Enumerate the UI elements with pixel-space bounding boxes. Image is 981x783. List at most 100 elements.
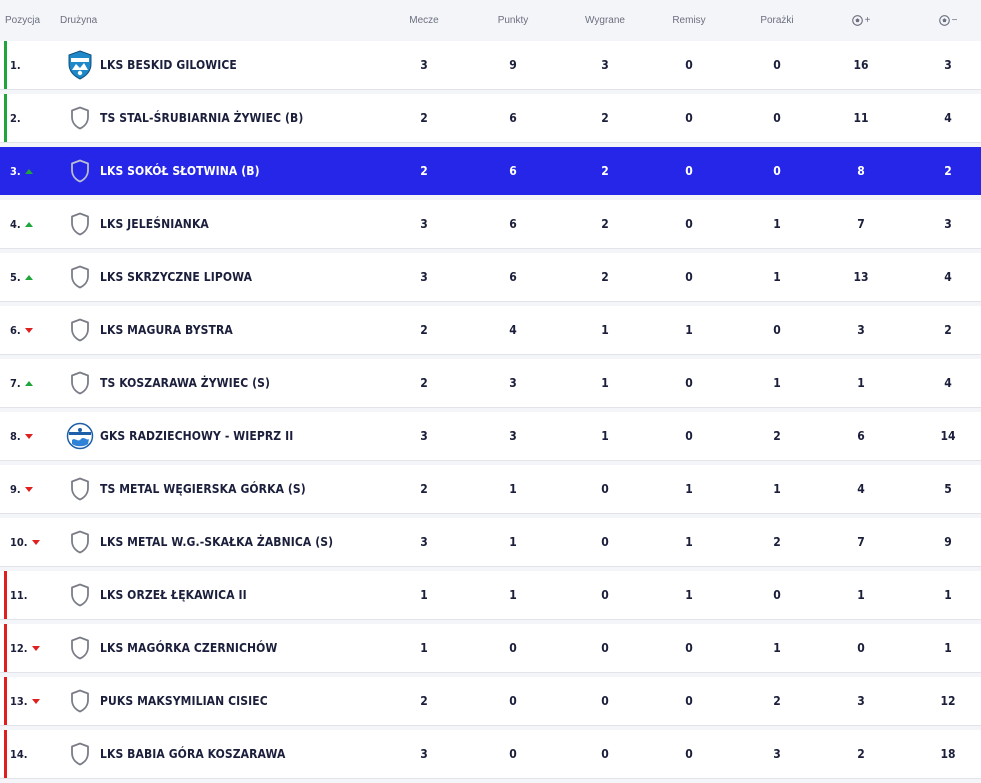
header-position[interactable]: Pozycja xyxy=(5,14,41,26)
team-cell[interactable]: LKS METAL W.G.-SKAŁKA ŻABNICA (S) xyxy=(60,527,380,557)
team-crest xyxy=(66,209,94,239)
shield-icon xyxy=(71,371,89,395)
goals-for-cell: 13 xyxy=(853,270,869,284)
team-cell[interactable]: LKS SKRZYCZNE LIPOWA xyxy=(60,262,380,292)
played-cell: 2 xyxy=(420,694,428,708)
team-name[interactable]: TS STAL-ŚRUBIARNIA ŻYWIEC (B) xyxy=(100,111,304,125)
draws-cell: 1 xyxy=(685,482,693,496)
trend-up-icon xyxy=(24,168,33,174)
team-name[interactable]: PUKS MAKSYMILIAN CISIEC xyxy=(100,694,268,708)
points-cell: 9 xyxy=(509,58,517,72)
team-crest xyxy=(66,580,94,610)
team-cell[interactable]: TS METAL WĘGIERSKA GÓRKA (S) xyxy=(60,474,380,504)
position-value: 5. xyxy=(10,270,21,284)
team-cell[interactable]: TS STAL-ŚRUBIARNIA ŻYWIEC (B) xyxy=(60,103,380,133)
relegation-indicator xyxy=(4,730,7,778)
team-cell[interactable]: TS KOSZARAWA ŻYWIEC (S) xyxy=(60,368,380,398)
team-name[interactable]: LKS BABIA GÓRA KOSZARAWA xyxy=(100,747,286,761)
team-name[interactable]: LKS MAGÓRKA CZERNICHÓW xyxy=(100,641,278,655)
team-name[interactable]: LKS METAL W.G.-SKAŁKA ŻABNICA (S) xyxy=(100,535,334,549)
losses-cell: 1 xyxy=(773,482,781,496)
team-crest xyxy=(66,421,94,451)
played-cell: 2 xyxy=(420,164,428,178)
team-cell[interactable]: LKS MAGÓRKA CZERNICHÓW xyxy=(60,633,380,663)
team-name[interactable]: LKS BESKID GILOWICE xyxy=(100,58,237,72)
points-cell: 6 xyxy=(509,270,517,284)
team-cell[interactable]: LKS SOKÓŁ SŁOTWINA (B) xyxy=(60,156,380,186)
header-points[interactable]: Punkty xyxy=(497,14,529,26)
header-team[interactable]: Drużyna xyxy=(60,14,98,26)
wins-cell: 1 xyxy=(601,376,609,390)
team-name[interactable]: LKS SOKÓŁ SŁOTWINA (B) xyxy=(100,164,260,178)
header-goals-for[interactable]: + xyxy=(821,15,901,26)
table-row[interactable]: 3. LKS SOKÓŁ SŁOTWINA (B) 2 6 2 0 0 8 2 xyxy=(0,147,981,195)
table-row[interactable]: 8. GKS RADZIECHOWY - WIEPRZ II 3 3 1 0 2 6 14 xyxy=(0,412,981,460)
team-crest xyxy=(66,156,94,186)
position-cell: 6. xyxy=(10,324,60,337)
header-goals-against[interactable]: − xyxy=(908,15,981,26)
position-value: 8. xyxy=(10,429,21,443)
position-cell: 4. xyxy=(10,218,60,231)
goals-for-cell: 2 xyxy=(857,747,865,761)
table-row[interactable]: 4. LKS JELEŚNIANKA 3 6 2 0 1 7 3 xyxy=(0,200,981,248)
points-cell: 6 xyxy=(509,217,517,231)
table-row[interactable]: 6. LKS MAGURA BYSTRA 2 4 1 1 0 3 2 xyxy=(0,306,981,354)
team-cell[interactable]: LKS ORZEŁ ŁĘKAWICA II xyxy=(60,580,380,610)
table-row[interactable]: 7. TS KOSZARAWA ŻYWIEC (S) 2 3 1 0 1 1 4 xyxy=(0,359,981,407)
position-value: 7. xyxy=(10,376,21,390)
team-name[interactable]: LKS SKRZYCZNE LIPOWA xyxy=(100,270,253,284)
team-crest xyxy=(66,368,94,398)
team-name[interactable]: GKS RADZIECHOWY - WIEPRZ II xyxy=(100,429,294,443)
team-name[interactable]: LKS MAGURA BYSTRA xyxy=(100,323,233,337)
table-row[interactable]: 1. LKS BESKID GILOWICE 3 9 3 0 0 16 3 xyxy=(0,41,981,89)
team-name[interactable]: LKS JELEŚNIANKA xyxy=(100,217,209,231)
goals-for-cell: 6 xyxy=(857,429,865,443)
table-row[interactable]: 5. LKS SKRZYCZNE LIPOWA 3 6 2 0 1 13 4 xyxy=(0,253,981,301)
points-cell: 0 xyxy=(509,641,517,655)
losses-cell: 2 xyxy=(773,429,781,443)
draws-cell: 1 xyxy=(685,323,693,337)
team-name[interactable]: TS KOSZARAWA ŻYWIEC (S) xyxy=(100,376,271,390)
trend-down-icon xyxy=(24,327,33,333)
table-row[interactable]: 14. LKS BABIA GÓRA KOSZARAWA 3 0 0 0 3 2 18 xyxy=(0,730,981,778)
team-crest xyxy=(66,103,94,133)
team-name[interactable]: LKS ORZEŁ ŁĘKAWICA II xyxy=(100,588,247,602)
shield-icon xyxy=(71,583,89,607)
header-wins[interactable]: Wygrane xyxy=(585,14,625,26)
table-row[interactable]: 10. LKS METAL W.G.-SKAŁKA ŻABNICA (S) 3 1 0 1… xyxy=(0,518,981,566)
team-cell[interactable]: PUKS MAKSYMILIAN CISIEC xyxy=(60,686,380,716)
table-row[interactable]: 13. PUKS MAKSYMILIAN CISIEC 2 0 0 0 2 3 12 xyxy=(0,677,981,725)
wins-cell: 2 xyxy=(601,270,609,284)
team-name[interactable]: TS METAL WĘGIERSKA GÓRKA (S) xyxy=(100,482,306,496)
position-value: 1. xyxy=(10,58,21,72)
trend-down-icon xyxy=(24,486,33,492)
table-row[interactable]: 12. LKS MAGÓRKA CZERNICHÓW 1 0 0 0 1 0 1 xyxy=(0,624,981,672)
wins-cell: 0 xyxy=(601,694,609,708)
team-crest xyxy=(66,739,94,769)
draws-cell: 0 xyxy=(685,217,693,231)
position-cell: 2. xyxy=(10,112,60,125)
header-played[interactable]: Mecze xyxy=(409,14,439,26)
losses-cell: 0 xyxy=(773,111,781,125)
points-cell: 6 xyxy=(509,111,517,125)
goals-against-cell: 4 xyxy=(944,111,952,125)
team-cell[interactable]: LKS MAGURA BYSTRA xyxy=(60,315,380,345)
header-draws[interactable]: Remisy xyxy=(672,14,706,26)
header-losses[interactable]: Porażki xyxy=(760,14,794,26)
position-value: 4. xyxy=(10,217,21,231)
table-row[interactable]: 2. TS STAL-ŚRUBIARNIA ŻYWIEC (B) 2 6 2 0 0 11 4 xyxy=(0,94,981,142)
wins-cell: 2 xyxy=(601,217,609,231)
position-value: 11. xyxy=(10,588,28,602)
shield-icon xyxy=(71,318,89,342)
trend-down-icon xyxy=(31,698,40,704)
played-cell: 2 xyxy=(420,111,428,125)
goals-against-cell: 18 xyxy=(940,747,956,761)
losses-cell: 2 xyxy=(773,694,781,708)
team-cell[interactable]: LKS BABIA GÓRA KOSZARAWA xyxy=(60,739,380,769)
table-row[interactable]: 9. TS METAL WĘGIERSKA GÓRKA (S) 2 1 0 1 1 4 5 xyxy=(0,465,981,513)
team-cell[interactable]: LKS BESKID GILOWICE xyxy=(60,50,380,80)
position-value: 14. xyxy=(10,747,28,761)
team-cell[interactable]: LKS JELEŚNIANKA xyxy=(60,209,380,239)
table-row[interactable]: 11. LKS ORZEŁ ŁĘKAWICA II 1 1 0 1 0 1 1 xyxy=(0,571,981,619)
team-cell[interactable]: GKS RADZIECHOWY - WIEPRZ II xyxy=(60,421,380,451)
